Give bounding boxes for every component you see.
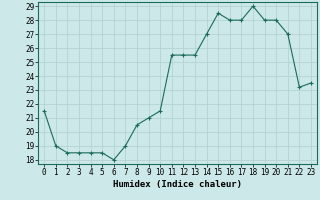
X-axis label: Humidex (Indice chaleur): Humidex (Indice chaleur) xyxy=(113,180,242,189)
